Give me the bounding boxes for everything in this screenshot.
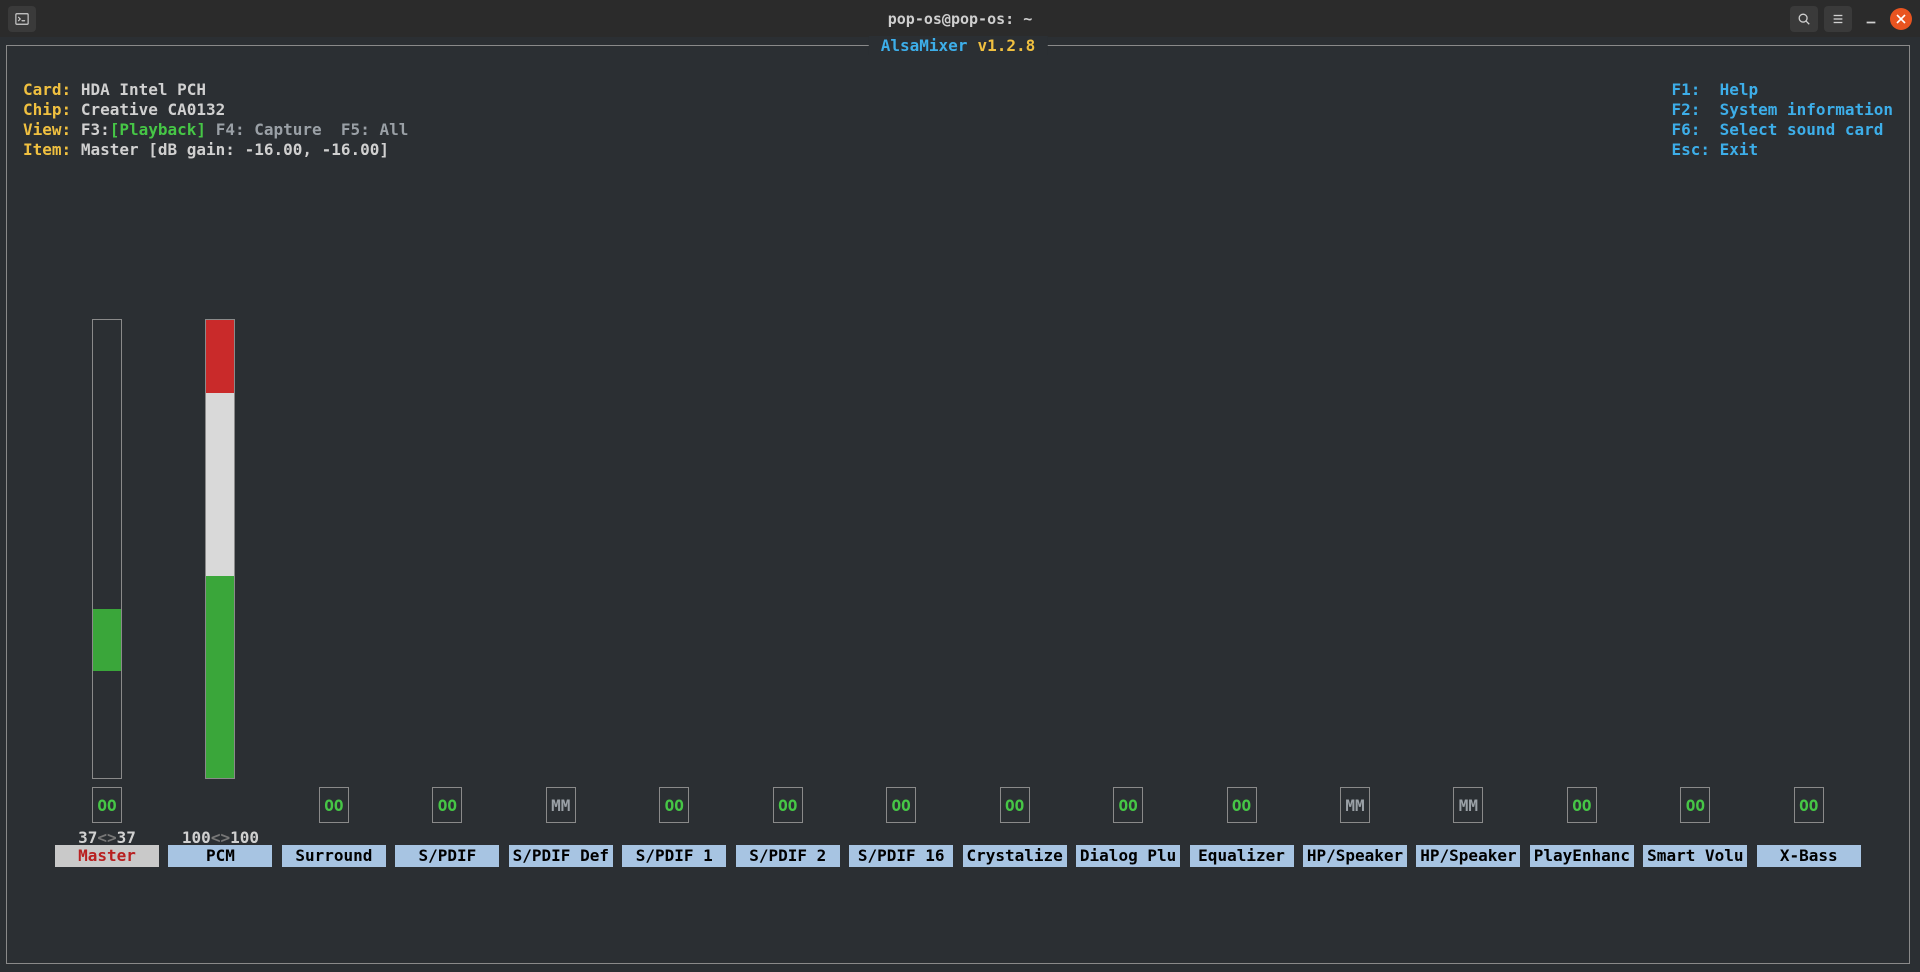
view-f4: F4: Capture <box>216 120 322 139</box>
titlebar: pop-os@pop-os: ~ <box>0 0 1920 37</box>
mute-box[interactable]: OO <box>1794 787 1824 823</box>
channel-label[interactable]: HP/Speaker <box>1416 845 1520 867</box>
mute-box[interactable]: OO <box>1567 787 1597 823</box>
channel-playenhanc[interactable]: OO <box>1530 779 1634 823</box>
window-title: pop-os@pop-os: ~ <box>0 10 1920 28</box>
channel-label[interactable]: PCM <box>168 845 272 867</box>
close-button[interactable] <box>1890 8 1912 30</box>
chip-value: Creative CA0132 <box>81 100 226 119</box>
view-f5: F5: All <box>341 120 408 139</box>
channel-label[interactable]: Master <box>55 845 159 867</box>
item-label: Item: <box>23 140 71 159</box>
volume-meter[interactable] <box>92 319 122 779</box>
channel-dialog-plu[interactable]: OO <box>1076 779 1180 823</box>
app-name: AlsaMixer <box>881 36 968 55</box>
channel-label[interactable]: S/PDIF 16 <box>849 845 953 867</box>
channel-s-pdif-2[interactable]: OO <box>736 779 840 823</box>
channel-hp-speaker[interactable]: MM <box>1303 779 1407 823</box>
labels-row: Master PCM Surround S/PDIF S/PDIF Def S/PDIF … <box>55 845 1861 867</box>
channel-label[interactable]: Equalizer <box>1190 845 1294 867</box>
volume-meter[interactable] <box>205 319 235 779</box>
channel-s-pdif-1[interactable]: OO <box>622 779 726 823</box>
mixer-frame: AlsaMixer v1.2.8 Card: HDA Intel PCH Chi… <box>6 45 1910 964</box>
mute-box[interactable]: OO <box>92 787 122 823</box>
mute-box[interactable]: OO <box>1000 787 1030 823</box>
frame-title: AlsaMixer v1.2.8 <box>869 36 1048 55</box>
channel-label[interactable]: Smart Volu <box>1643 845 1747 867</box>
mute-box[interactable]: OO <box>773 787 803 823</box>
channel-equalizer[interactable]: OO <box>1190 779 1294 823</box>
channel-smart-volu[interactable]: OO <box>1643 779 1747 823</box>
mute-box[interactable]: OO <box>659 787 689 823</box>
terminal-area[interactable]: AlsaMixer v1.2.8 Card: HDA Intel PCH Chi… <box>0 37 1920 972</box>
channel-label[interactable]: PlayEnhanc <box>1530 845 1634 867</box>
mute-box[interactable]: MM <box>1340 787 1370 823</box>
channel-label[interactable]: S/PDIF <box>395 845 499 867</box>
mute-box[interactable]: OO <box>1227 787 1257 823</box>
minimize-button[interactable] <box>1858 6 1884 32</box>
help-f1: F1: Help <box>1671 80 1758 99</box>
channel-label[interactable]: S/PDIF 1 <box>622 845 726 867</box>
help-esc: Esc: Exit <box>1671 140 1758 159</box>
channel-label[interactable]: S/PDIF Def <box>509 845 613 867</box>
mute-box[interactable]: MM <box>1453 787 1483 823</box>
mute-box[interactable]: OO <box>432 787 462 823</box>
search-icon[interactable] <box>1790 6 1818 32</box>
channel-label[interactable]: S/PDIF 2 <box>736 845 840 867</box>
channel-label[interactable]: Surround <box>282 845 386 867</box>
channel-hp-speaker[interactable]: MM <box>1416 779 1520 823</box>
card-label: Card: <box>23 80 71 99</box>
mute-box[interactable]: OO <box>319 787 349 823</box>
channel-s-pdif-def[interactable]: MM <box>509 779 613 823</box>
mute-box[interactable]: OO <box>1680 787 1710 823</box>
channels-row: OO OO OO MM OO OO OO OO OO OO MM MM OO OO OO <box>55 333 1861 823</box>
mute-box[interactable]: MM <box>546 787 576 823</box>
item-value: Master [dB gain: -16.00, -16.00] <box>81 140 389 159</box>
app-version: v1.2.8 <box>977 36 1035 55</box>
channel-crystalize[interactable]: OO <box>963 779 1067 823</box>
header-info: Card: HDA Intel PCH Chip: Creative CA013… <box>23 60 408 180</box>
card-value: HDA Intel PCH <box>81 80 206 99</box>
channel-s-pdif-16[interactable]: OO <box>849 779 953 823</box>
terminal-icon[interactable] <box>8 6 36 32</box>
channel-pcm[interactable] <box>168 313 272 823</box>
help-f2: F2: System information <box>1671 100 1893 119</box>
channel-s-pdif[interactable]: OO <box>395 779 499 823</box>
channel-surround[interactable]: OO <box>282 779 386 823</box>
help-keys: F1: Help F2: System information F6: Sele… <box>1671 60 1893 180</box>
channel-label[interactable]: Crystalize <box>963 845 1067 867</box>
chip-label: Chip: <box>23 100 71 119</box>
channel-master[interactable]: OO <box>55 319 159 823</box>
mute-box[interactable]: OO <box>1113 787 1143 823</box>
channel-x-bass[interactable]: OO <box>1757 779 1861 823</box>
mute-box[interactable]: OO <box>886 787 916 823</box>
channel-label[interactable]: X-Bass <box>1757 845 1861 867</box>
channel-label[interactable]: Dialog Plu <box>1076 845 1180 867</box>
help-f6: F6: Select sound card <box>1671 120 1883 139</box>
view-f3: F3: <box>81 120 110 139</box>
view-label: View: <box>23 120 71 139</box>
channel-label[interactable]: HP/Speaker <box>1303 845 1407 867</box>
view-playback: [Playback] <box>110 120 206 139</box>
menu-icon[interactable] <box>1824 6 1852 32</box>
